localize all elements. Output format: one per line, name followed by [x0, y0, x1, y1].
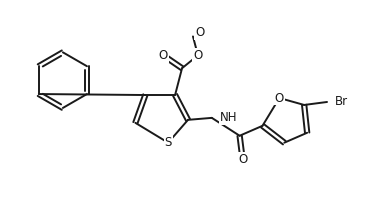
Text: O: O — [159, 49, 168, 62]
Text: O: O — [275, 91, 284, 105]
Text: NH: NH — [220, 111, 237, 124]
Text: S: S — [164, 136, 172, 149]
Text: O: O — [195, 26, 205, 39]
Text: Br: Br — [335, 95, 348, 109]
Text: O: O — [193, 49, 203, 62]
Text: O: O — [238, 153, 247, 166]
